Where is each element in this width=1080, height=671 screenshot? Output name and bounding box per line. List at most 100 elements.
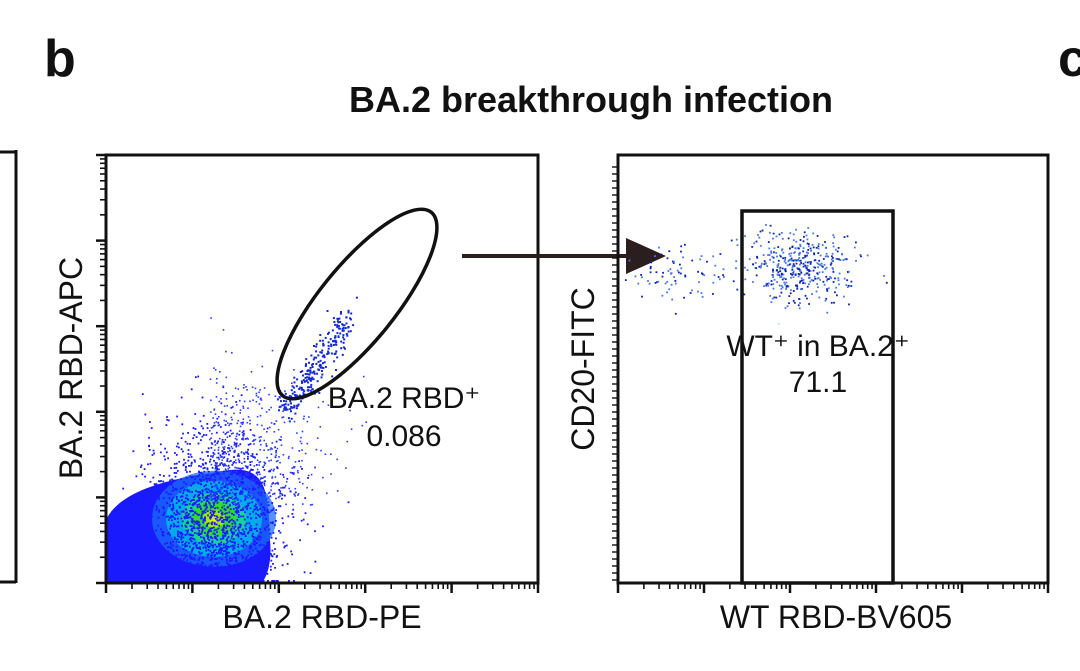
plot1-stray-event <box>228 424 230 427</box>
plot1-stray-event <box>245 386 247 388</box>
plot1-event <box>181 520 184 523</box>
plot1-event <box>185 549 188 552</box>
plot1-gated-event <box>311 366 314 368</box>
plot1-stray-event <box>220 456 222 458</box>
plot1-event <box>175 445 178 448</box>
plot1-event <box>221 438 224 441</box>
plot1-event <box>203 470 206 473</box>
plot1-stray-event <box>210 495 212 497</box>
plot1-event <box>226 516 229 519</box>
plot1-event <box>206 468 209 471</box>
plot1-stray-event <box>249 400 251 403</box>
plot1-event <box>226 561 228 564</box>
plot1-event <box>244 488 247 491</box>
plot1-stray-event <box>269 426 271 429</box>
plot2-event <box>826 288 828 290</box>
plot1-event <box>258 471 260 474</box>
plot1-stray-event <box>225 452 227 455</box>
plot1-event <box>189 566 192 569</box>
plot1-gated-event <box>315 343 318 346</box>
plot1-event <box>230 574 232 577</box>
plot1-event <box>165 554 168 557</box>
plot1-event <box>209 475 212 477</box>
plot1-event <box>243 533 246 535</box>
plot1-gated-event <box>321 355 324 358</box>
plot1-event <box>112 566 114 568</box>
plot1-event <box>232 503 235 506</box>
plot2-event <box>817 273 819 276</box>
plot2-event <box>758 236 761 239</box>
plot1-gated-event <box>327 331 330 334</box>
plot1-stray-event <box>330 473 332 475</box>
plot1-stray-event <box>261 424 263 427</box>
plot1-gated-event <box>316 372 319 375</box>
plot1-event <box>241 467 244 470</box>
plot1-event <box>270 509 273 512</box>
plot2-event <box>664 282 667 285</box>
plot2-event <box>794 251 796 253</box>
plot1-stray-event <box>245 487 248 489</box>
plot1-event <box>202 580 204 582</box>
plot1-event <box>262 580 265 582</box>
plot1-event <box>215 528 218 531</box>
plot1-stray-event <box>214 424 216 427</box>
plot1-event <box>257 536 260 539</box>
plot1-event <box>233 497 236 500</box>
plot1-stray-event <box>243 487 246 489</box>
plot1-event <box>233 556 236 559</box>
plot1-event <box>211 523 213 526</box>
plot1-event <box>192 503 194 505</box>
plot2-event <box>679 272 682 275</box>
plot1-event <box>170 543 172 545</box>
plot2-gate-rect[interactable] <box>740 209 895 585</box>
plot1-stray-event <box>314 393 316 395</box>
plot1-event <box>218 543 221 545</box>
plot1-gate-ellipse[interactable] <box>253 188 461 419</box>
plot1-event <box>247 502 249 505</box>
plot1-event <box>235 443 238 446</box>
plot1-gated-event <box>283 399 285 402</box>
plot2-event <box>831 267 834 269</box>
plot1-event <box>249 461 252 464</box>
plot1-event <box>226 458 229 460</box>
plot1-event <box>232 538 235 540</box>
plot1-event <box>151 553 153 556</box>
plot2-event <box>837 247 840 249</box>
plot1-event <box>221 553 224 556</box>
plot1-event <box>141 393 144 395</box>
plot1-event <box>170 515 172 518</box>
plot2-event <box>788 263 791 266</box>
plot1-stray-event <box>222 457 225 459</box>
plot1-event <box>249 476 252 479</box>
plot1-event <box>250 468 253 471</box>
plot1-event <box>156 580 158 582</box>
plot1-event <box>174 475 177 478</box>
plot2-event <box>826 290 829 292</box>
plot2-event <box>712 293 714 295</box>
plot1-event <box>190 484 192 487</box>
plot1-event <box>235 492 237 495</box>
plot2-event <box>781 286 784 289</box>
plot1-event <box>281 497 283 500</box>
plot1-event <box>215 466 217 468</box>
plot1-event <box>206 572 209 574</box>
plot1-event <box>157 580 160 582</box>
plot2-event <box>780 255 782 258</box>
plot1-event <box>211 510 214 513</box>
plot1-event <box>194 502 197 505</box>
plot1-event <box>221 482 224 485</box>
plot2-event <box>810 249 812 252</box>
plot1-event <box>204 488 207 491</box>
plot1-event <box>205 541 208 543</box>
plot1-event <box>281 517 284 520</box>
plot1-event <box>219 516 222 519</box>
plot1-event <box>199 496 201 499</box>
plot1-event <box>256 498 259 501</box>
plot2-event <box>722 268 725 271</box>
plot2-event <box>830 277 833 279</box>
plot1-stray-event <box>251 496 254 499</box>
plot2-event <box>825 275 828 278</box>
plot1-stray-event <box>209 491 211 493</box>
plot1-event <box>257 478 259 481</box>
plot1-event <box>260 503 263 506</box>
